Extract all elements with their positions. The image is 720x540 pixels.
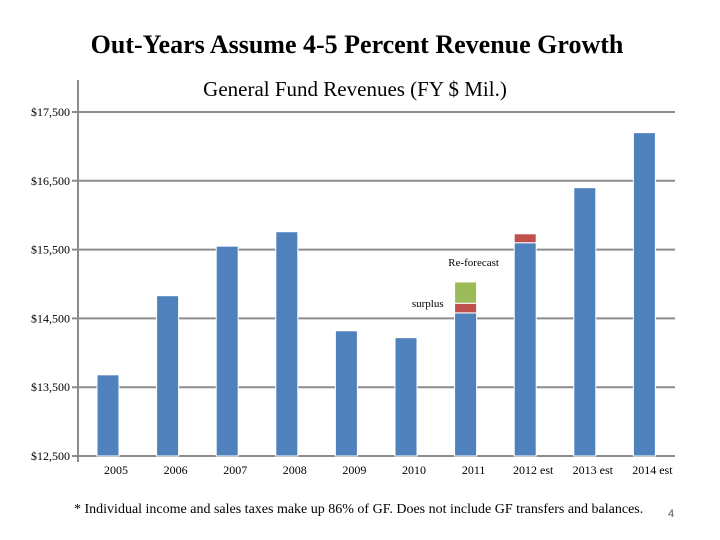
y-tick-label: $13,500 xyxy=(31,380,70,394)
bar-2008-segment-0 xyxy=(275,231,299,457)
footnote: * Individual income and sales taxes make… xyxy=(74,502,644,517)
bar-2011-segment-1 xyxy=(454,302,478,314)
x-tick-label: 2009 xyxy=(342,463,366,477)
page-number: 4 xyxy=(668,508,675,520)
x-tick-label: 2011 xyxy=(462,463,486,477)
bar-2011-segment-0 xyxy=(454,312,478,457)
x-tick-label: 2008 xyxy=(283,463,307,477)
x-tick-label: 2005 xyxy=(104,463,128,477)
x-tick-label: 2006 xyxy=(164,463,188,477)
bar-2006-segment-0 xyxy=(156,295,180,457)
y-tick-label: $15,500 xyxy=(31,243,70,257)
x-tick-label: 2010 xyxy=(402,463,426,477)
y-tick-label: $16,500 xyxy=(31,174,70,188)
y-tick-label: $14,500 xyxy=(31,311,70,325)
bar-2014-est-segment-0 xyxy=(632,132,656,457)
bar-2011-segment-2 xyxy=(454,281,478,304)
bar-2007-segment-0 xyxy=(215,245,239,457)
bar-2005-segment-0 xyxy=(96,374,120,457)
annotation-surplus: surplus xyxy=(412,298,444,310)
x-tick-label: 2012 est xyxy=(513,463,554,477)
x-tick-label: 2007 xyxy=(223,463,247,477)
bar-2012-est-segment-3 xyxy=(513,233,537,244)
slide-title: Out-Years Assume 4-5 Percent Revenue Gro… xyxy=(90,30,624,59)
bar-2013-est-segment-0 xyxy=(573,187,597,457)
bar-2012-est-segment-0 xyxy=(513,242,537,457)
annotation-re-forecast: Re-forecast xyxy=(448,257,499,269)
chart-title: General Fund Revenues (FY $ Mil.) xyxy=(203,77,507,101)
x-tick-label: 2014 est xyxy=(632,463,673,477)
y-tick-label: $12,500 xyxy=(31,449,70,463)
bar-2009-segment-0 xyxy=(334,330,358,457)
y-tick-label: $17,500 xyxy=(31,105,70,119)
bar-2010-segment-0 xyxy=(394,337,418,457)
x-tick-label: 2013 est xyxy=(573,463,614,477)
